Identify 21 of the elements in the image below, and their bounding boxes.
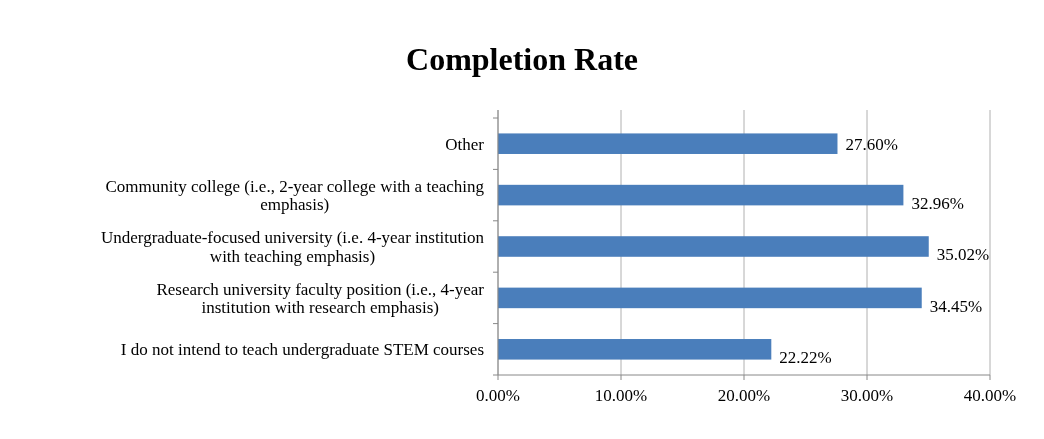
x-tick-label: 40.00% <box>963 386 1017 405</box>
x-tick-label: 10.00% <box>594 386 648 405</box>
bar <box>498 339 772 360</box>
bar <box>498 133 838 154</box>
bar <box>498 184 904 206</box>
data-label: 34.45% <box>929 296 983 316</box>
y-tick-label: Research university faculty position (i.e., 4-year institution with research emphasis) <box>156 279 485 318</box>
x-tick-label: 30.00% <box>840 386 894 405</box>
y-tick-label: Other <box>445 134 485 154</box>
x-tick-label: 20.00% <box>717 386 771 405</box>
data-label: 32.96% <box>911 194 964 214</box>
data-label: 27.60% <box>845 134 898 154</box>
y-tick-label: Community college (i.e., 2-year college with a teaching emphasis) <box>105 176 485 215</box>
data-label: 22.22% <box>779 348 832 368</box>
y-tick-label: I do not intend to teach undergraduate STEM courses <box>120 340 484 360</box>
bar <box>498 236 929 257</box>
x-tick-label: 0.00% <box>476 386 520 405</box>
bar <box>498 287 922 309</box>
y-tick-label: Undergraduate-focused university (i.e. 4-year institution with teaching emphasis) <box>100 228 485 266</box>
chart-title: Completion Rate <box>406 41 638 77</box>
data-label: 35.02% <box>936 245 990 265</box>
